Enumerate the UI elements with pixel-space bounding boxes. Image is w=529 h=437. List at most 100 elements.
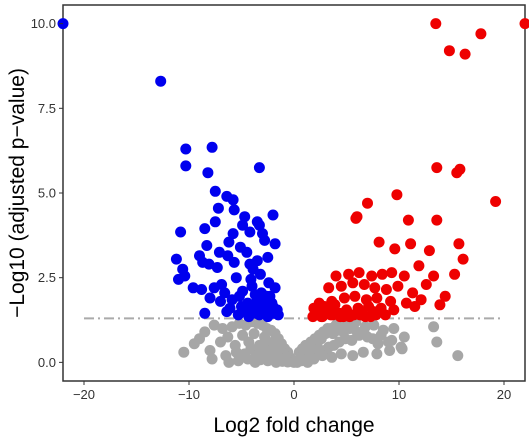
point-down: [209, 216, 221, 228]
point-up: [453, 238, 465, 250]
x-tick-label: −10: [178, 387, 200, 402]
point-up: [329, 299, 341, 311]
point-up: [353, 267, 365, 279]
point-up: [519, 18, 529, 30]
point-up: [344, 311, 356, 323]
point-up: [405, 238, 417, 250]
point-down: [208, 282, 220, 294]
point-down: [203, 258, 215, 270]
point-up: [423, 245, 435, 257]
point-down: [267, 209, 279, 221]
point-down: [228, 204, 240, 216]
point-up: [398, 270, 410, 282]
point-up: [354, 309, 366, 321]
point-ns: [248, 328, 260, 340]
point-down: [269, 238, 281, 250]
point-up: [428, 270, 440, 282]
point-up: [386, 267, 398, 279]
point-ns: [388, 323, 400, 334]
point-up: [420, 279, 432, 290]
point-ns: [398, 331, 410, 343]
point-ns: [371, 348, 383, 360]
point-down: [253, 162, 265, 174]
point-down: [269, 282, 281, 294]
point-up: [376, 268, 388, 280]
point-down: [211, 262, 223, 273]
point-ns: [188, 338, 200, 350]
point-up: [316, 311, 328, 323]
x-tick-label: 0: [290, 387, 297, 402]
point-up: [334, 311, 346, 323]
point-ns: [204, 345, 216, 356]
point-down: [212, 202, 224, 214]
point-ns: [347, 350, 359, 362]
point-ns: [230, 346, 242, 358]
point-ns: [308, 353, 320, 365]
point-up: [431, 214, 443, 226]
point-up: [443, 45, 455, 57]
point-up: [323, 282, 335, 294]
panel-background: [62, 4, 526, 382]
point-ns: [431, 336, 443, 348]
point-ns: [223, 356, 235, 368]
point-down: [246, 280, 258, 292]
point-ns: [386, 334, 398, 346]
point-up: [343, 268, 355, 280]
point-up: [400, 297, 412, 309]
point-ns: [217, 323, 229, 334]
point-up: [457, 253, 469, 265]
point-up: [350, 212, 362, 224]
point-up: [330, 270, 342, 282]
point-up: [430, 18, 442, 30]
point-down: [253, 309, 265, 321]
point-down: [201, 240, 213, 251]
y-axis-title: −Log10 (adjusted p−value): [6, 68, 29, 318]
point-up: [409, 301, 421, 312]
point-down: [175, 226, 187, 238]
point-up: [475, 28, 487, 40]
point-ns: [428, 321, 440, 333]
y-tick-label: 7.5: [38, 101, 56, 116]
point-ns: [452, 350, 464, 362]
point-up: [362, 197, 373, 209]
point-up: [459, 48, 471, 60]
point-down: [155, 75, 167, 87]
point-up: [431, 162, 443, 174]
point-down: [223, 236, 235, 248]
x-axis-title: Log2 fold change: [213, 414, 374, 437]
point-down: [262, 311, 274, 323]
point-up: [392, 280, 404, 292]
point-ns: [178, 346, 190, 358]
point-down: [215, 295, 226, 307]
point-up: [373, 236, 385, 248]
x-tick-label: 10: [392, 387, 406, 402]
point-up: [347, 277, 359, 289]
point-ns: [358, 328, 370, 340]
point-down: [199, 307, 211, 319]
point-down: [258, 299, 270, 311]
point-down: [206, 141, 218, 153]
point-down: [170, 253, 182, 265]
point-up: [358, 279, 370, 290]
point-up: [349, 290, 361, 302]
point-down: [221, 306, 233, 318]
point-up: [338, 292, 350, 304]
point-ns: [367, 333, 379, 345]
point-ns: [316, 350, 328, 362]
point-down: [228, 256, 240, 268]
point-down: [254, 268, 266, 280]
point-ns: [326, 351, 338, 363]
point-up: [413, 260, 425, 272]
point-ns: [232, 355, 244, 367]
point-ns: [375, 329, 387, 341]
point-ns: [208, 319, 220, 331]
point-up: [335, 280, 347, 292]
y-tick-label: 2.5: [38, 270, 56, 285]
point-down: [180, 160, 192, 172]
point-ns: [384, 345, 396, 356]
point-down: [213, 246, 225, 258]
point-down: [271, 304, 283, 316]
point-up: [307, 311, 319, 323]
point-down: [209, 185, 221, 197]
x-tick-label: −20: [73, 387, 95, 402]
